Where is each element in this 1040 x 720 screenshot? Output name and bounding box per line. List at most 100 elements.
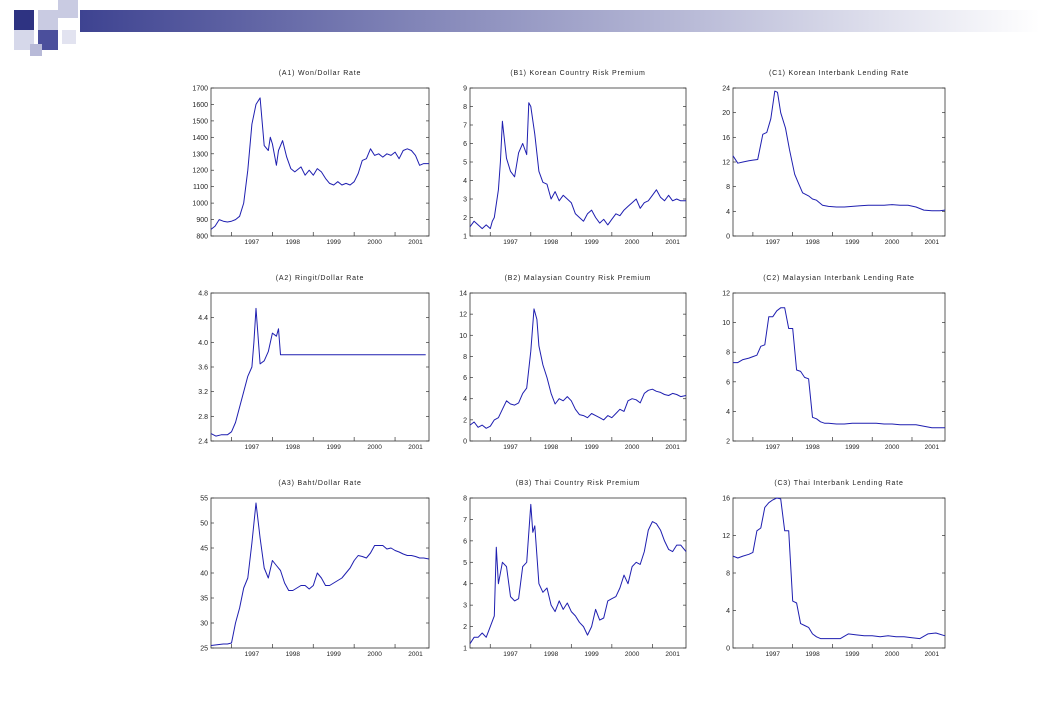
plot-frame (732, 497, 946, 649)
plot-frame (732, 87, 946, 237)
x-tick-label: 1998 (286, 444, 301, 451)
y-tick-label: 3 (463, 197, 467, 204)
x-tick-label: 1999 (845, 444, 860, 451)
plot-frame (210, 292, 430, 442)
x-tick-label: 1999 (584, 651, 599, 658)
y-tick-label: 2 (726, 439, 730, 446)
y-tick-label: 4.4 (198, 315, 208, 322)
x-tick-label: 1997 (503, 651, 518, 658)
x-tick-label: 1997 (245, 651, 260, 658)
x-tick-label: 2000 (367, 239, 382, 246)
y-tick-label: 4.0 (198, 340, 208, 347)
x-tick-label: 1997 (766, 239, 781, 246)
x-tick-label: 2000 (885, 444, 900, 451)
chart-panel: (A3) Baht/Dollar Rate 25 30 35 40 45 50 55 1997 1… (200, 480, 430, 658)
chart-panel: (C3) Thai Interbank Lending Rate 0 4 8 12 16 1… (722, 480, 946, 658)
chart-panel: (C2) Malaysian Interbank Lending Rate 2 4 6… (722, 275, 946, 451)
x-tick-label: 1999 (584, 444, 599, 451)
chart-title: (C2) Malaysian Interbank Lending Rate (763, 275, 914, 282)
deco-square (14, 10, 34, 30)
chart-title: (A3) Baht/Dollar Rate (278, 480, 361, 487)
x-tick-label: 2001 (925, 444, 940, 451)
y-tick-label: 12 (722, 160, 730, 167)
y-tick-label: 1700 (192, 86, 208, 93)
chart-title: (B1) Korean Country Risk Premium (510, 70, 645, 77)
x-tick-label: 1998 (286, 239, 301, 246)
y-tick-label: 25 (200, 646, 208, 653)
y-tick-label: 4 (726, 409, 730, 416)
deco-square (62, 30, 76, 44)
series-line (210, 502, 430, 646)
x-tick-label: 1997 (245, 444, 260, 451)
y-tick-label: 3.2 (198, 389, 208, 396)
header-gradient-bar (80, 10, 1040, 32)
series-line (733, 307, 945, 429)
y-tick-label: 0 (463, 439, 467, 446)
y-tick-label: 4 (463, 581, 467, 588)
series-line (469, 308, 687, 429)
x-tick-label: 2000 (367, 651, 382, 658)
plot-frame (210, 497, 430, 649)
y-tick-label: 30 (200, 621, 208, 628)
x-tick-label: 1998 (544, 239, 559, 246)
chart-title: (A1) Won/Dollar Rate (279, 70, 361, 77)
x-tick-label: 2000 (625, 651, 640, 658)
y-tick-label: 35 (200, 596, 208, 603)
y-tick-label: 1300 (192, 151, 208, 158)
y-tick-label: 1200 (192, 168, 208, 175)
x-tick-label: 1999 (326, 651, 341, 658)
y-tick-label: 12 (722, 291, 730, 298)
x-tick-label: 2000 (625, 239, 640, 246)
y-tick-label: 16 (722, 496, 730, 503)
y-tick-label: 24 (722, 86, 730, 93)
x-tick-label: 1997 (766, 444, 781, 451)
plot-frame (469, 292, 687, 442)
y-tick-label: 8 (726, 571, 730, 578)
y-tick-label: 4.8 (198, 291, 208, 298)
plot-frame (469, 87, 687, 237)
y-tick-label: 10 (722, 320, 730, 327)
y-tick-label: 6 (463, 141, 467, 148)
x-tick-label: 2001 (925, 651, 940, 658)
y-tick-label: 20 (722, 110, 730, 117)
x-tick-label: 1997 (503, 444, 518, 451)
y-tick-label: 12 (722, 533, 730, 540)
y-tick-label: 7 (463, 123, 467, 130)
x-tick-label: 2001 (665, 651, 680, 658)
deco-square (14, 30, 34, 50)
y-tick-label: 1 (463, 646, 467, 653)
chart-panel: (A2) Ringit/Dollar Rate 2.4 2.8 3.2 3.6 4.0 4.… (198, 275, 430, 451)
y-tick-label: 6 (463, 538, 467, 545)
y-tick-label: 4 (726, 209, 730, 216)
x-tick-label: 1999 (326, 444, 341, 451)
series-line (732, 497, 946, 640)
y-tick-label: 12 (459, 312, 467, 319)
y-tick-label: 1500 (192, 118, 208, 125)
chart-panel: (A1) Won/Dollar Rate 800 900 1000 1100 1200 13… (192, 70, 430, 246)
x-tick-label: 1998 (544, 444, 559, 451)
x-tick-label: 2000 (625, 444, 640, 451)
deco-square (30, 44, 42, 56)
x-tick-label: 1997 (766, 651, 781, 658)
chart-panel: (C1) Korean Interbank Lending Rate 0 4 8 12 1… (722, 70, 946, 246)
y-tick-label: 800 (196, 234, 208, 241)
chart-title: (A2) Ringit/Dollar Rate (276, 275, 364, 282)
x-tick-label: 1997 (245, 239, 260, 246)
y-tick-label: 2 (463, 417, 467, 424)
y-tick-label: 900 (196, 217, 208, 224)
deco-square (38, 10, 58, 30)
y-tick-label: 7 (463, 517, 467, 524)
x-tick-label: 1998 (286, 651, 301, 658)
series-line (469, 503, 687, 644)
y-tick-label: 9 (463, 86, 467, 93)
y-tick-label: 3.6 (198, 365, 208, 372)
y-tick-label: 2.8 (198, 414, 208, 421)
y-tick-label: 1000 (192, 201, 208, 208)
y-tick-label: 0 (726, 646, 730, 653)
y-tick-label: 5 (463, 560, 467, 567)
y-tick-label: 4 (726, 608, 730, 615)
chart-title: (B3) Thai Country Risk Premium (516, 480, 641, 487)
y-tick-label: 16 (722, 135, 730, 142)
decorative-header-squares (14, 0, 1040, 56)
